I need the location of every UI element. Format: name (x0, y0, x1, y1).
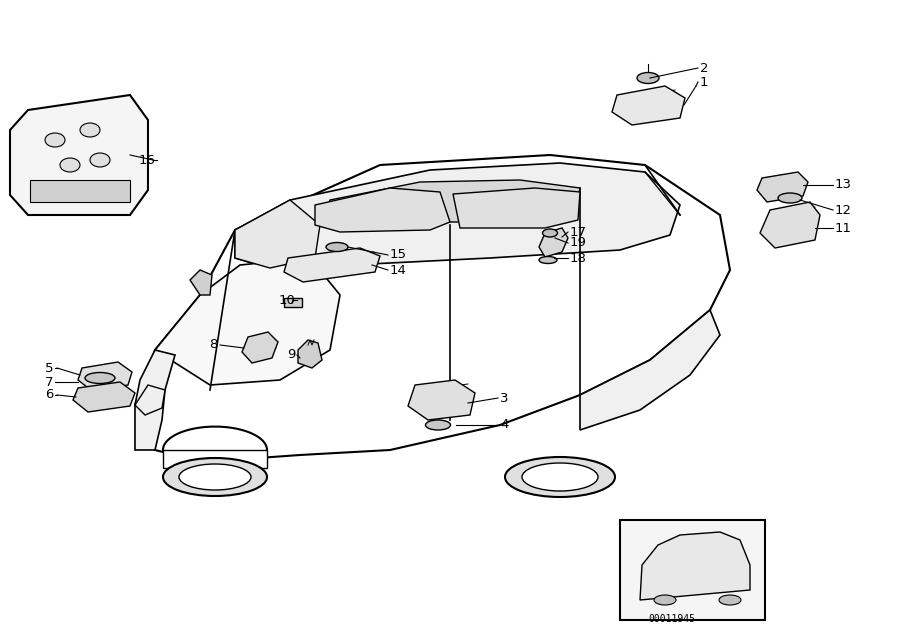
Polygon shape (155, 258, 340, 385)
Polygon shape (580, 310, 720, 430)
Text: 00011945: 00011945 (648, 614, 695, 624)
Ellipse shape (539, 257, 557, 264)
Ellipse shape (163, 458, 267, 496)
Ellipse shape (326, 243, 348, 251)
Polygon shape (408, 380, 475, 420)
Polygon shape (298, 340, 322, 368)
Text: 18: 18 (570, 251, 587, 265)
Polygon shape (640, 532, 750, 600)
Text: 11: 11 (835, 222, 852, 234)
Polygon shape (235, 200, 320, 268)
Ellipse shape (654, 595, 676, 605)
Polygon shape (320, 180, 580, 225)
Text: 14: 14 (390, 264, 407, 276)
Text: 2: 2 (700, 62, 708, 74)
Text: 7: 7 (44, 375, 53, 389)
Text: 4: 4 (500, 418, 508, 432)
Text: 16: 16 (138, 154, 155, 166)
Ellipse shape (522, 463, 598, 491)
Polygon shape (235, 163, 680, 270)
Polygon shape (539, 228, 568, 257)
Polygon shape (73, 382, 135, 412)
Text: 10: 10 (278, 293, 295, 307)
Text: 5: 5 (44, 361, 53, 375)
Polygon shape (453, 188, 580, 228)
Text: 12: 12 (835, 203, 852, 217)
Ellipse shape (505, 457, 615, 497)
Bar (284, 298, 302, 307)
Text: 6: 6 (45, 389, 53, 401)
Text: 9: 9 (286, 349, 295, 361)
Polygon shape (284, 248, 380, 282)
Polygon shape (760, 202, 820, 248)
Bar (30, 180, 130, 202)
Polygon shape (10, 95, 148, 215)
Polygon shape (190, 270, 212, 295)
Text: 15: 15 (390, 248, 407, 262)
Text: 19: 19 (570, 236, 587, 250)
Ellipse shape (778, 193, 802, 203)
Polygon shape (163, 450, 267, 468)
Text: 13: 13 (835, 178, 852, 192)
Polygon shape (135, 155, 730, 460)
Ellipse shape (45, 133, 65, 147)
Ellipse shape (90, 153, 110, 167)
Ellipse shape (719, 595, 741, 605)
Ellipse shape (80, 123, 100, 137)
Bar (620, 520, 765, 620)
Ellipse shape (60, 158, 80, 172)
Text: 1: 1 (700, 76, 708, 88)
Ellipse shape (179, 464, 251, 490)
Polygon shape (315, 188, 450, 232)
Polygon shape (135, 350, 175, 450)
Polygon shape (78, 362, 132, 391)
Ellipse shape (85, 373, 115, 384)
Polygon shape (135, 385, 165, 415)
Text: 17: 17 (570, 225, 587, 239)
Ellipse shape (543, 229, 557, 237)
Ellipse shape (637, 72, 659, 83)
Polygon shape (757, 172, 808, 202)
Ellipse shape (426, 420, 451, 430)
Text: 8: 8 (210, 338, 218, 352)
Text: 3: 3 (500, 392, 508, 404)
Polygon shape (242, 332, 278, 363)
Polygon shape (612, 86, 685, 125)
